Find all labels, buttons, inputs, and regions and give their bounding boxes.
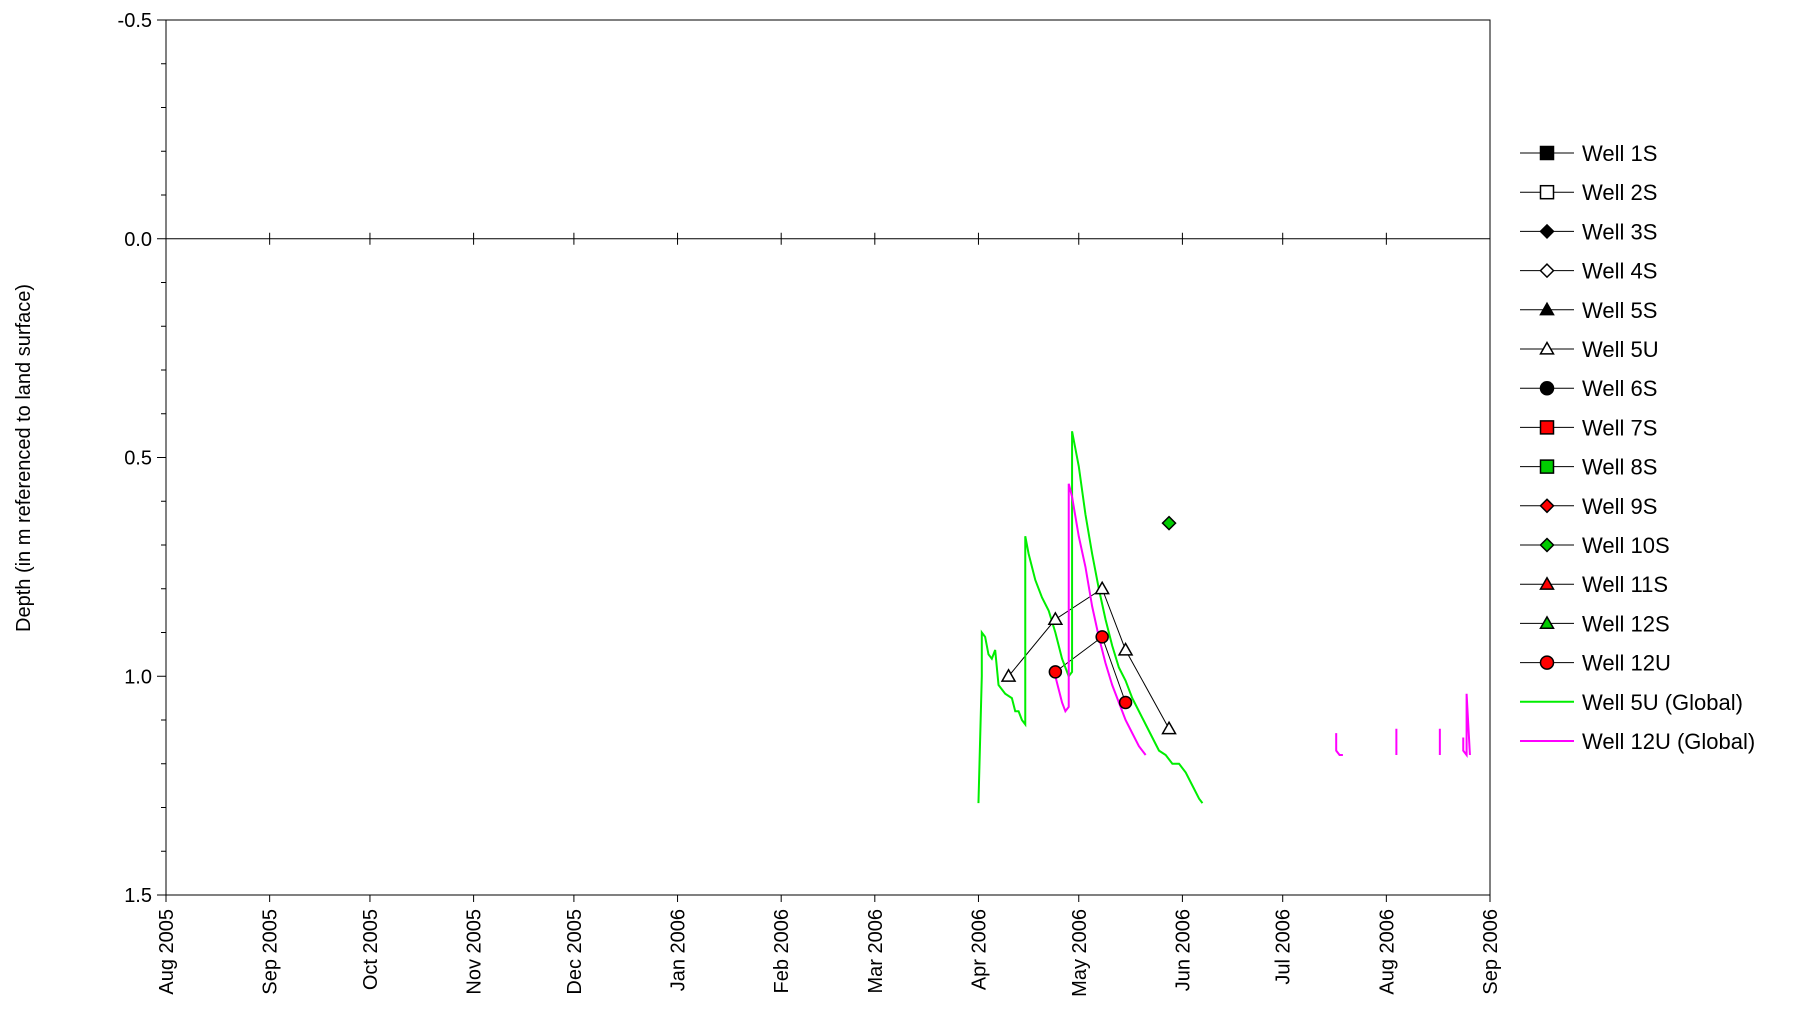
y-axis-ticks: -0.5 0.0 0.5 1.0 1.5 [118, 10, 166, 907]
data-point-well-10s [1161, 515, 1177, 531]
legend-label: Well 5S [1582, 298, 1657, 323]
legend-marker [1539, 184, 1555, 200]
series-line-well-12u-global-late [1335, 733, 1343, 756]
legend-marker [1539, 537, 1555, 553]
legend-label: Well 4S [1582, 259, 1657, 284]
data-point-well-12u [1095, 630, 1109, 644]
legend-item-well-5s: Well 5S [1520, 298, 1657, 323]
legend-marker [1539, 340, 1555, 355]
x-tick-label: Apr 2006 [968, 909, 990, 990]
series-markers [1000, 515, 1177, 735]
legend-marker [1539, 263, 1555, 279]
legend-marker [1539, 498, 1555, 514]
legend-marker [1539, 223, 1555, 239]
legend-item-well-11s: Well 11S [1520, 572, 1668, 597]
legend-marker [1539, 459, 1555, 474]
legend-item-well-12u-global: Well 12U (Global) [1520, 729, 1755, 754]
legend-label: Well 5U (Global) [1582, 690, 1743, 715]
y-tick-label: 0.0 [124, 229, 152, 251]
legend-item-well-6s: Well 6S [1520, 376, 1657, 401]
legend-item-well-9s: Well 9S [1520, 494, 1657, 519]
legend-item-well-5u: Well 5U [1520, 337, 1659, 362]
legend-marker [1539, 145, 1555, 161]
legend-item-well-5u-global: Well 5U (Global) [1520, 690, 1743, 715]
x-tick-label: Feb 2006 [771, 909, 793, 994]
y-tick-label: 1.5 [124, 885, 152, 907]
legend-label: Well 12U [1582, 651, 1671, 676]
y-tick-label: 1.0 [124, 666, 152, 688]
y-axis-label: Depth (in m referenced to land surface) [13, 284, 35, 632]
legend-label: Well 5U [1582, 337, 1659, 362]
legend-marker [1539, 380, 1555, 396]
x-tick-label: Jan 2006 [668, 909, 690, 991]
y-tick-label: -0.5 [118, 10, 152, 32]
x-tick-label: Oct 2005 [360, 909, 382, 990]
legend-item-well-10s: Well 10S [1520, 533, 1670, 558]
x-tick-label: Sep 2006 [1480, 909, 1502, 995]
legend-marker [1539, 420, 1555, 435]
legend-marker [1539, 655, 1555, 670]
plot-area [165, 19, 1491, 896]
x-tick-label: Jul 2006 [1273, 909, 1295, 985]
x-tick-label: Jun 2006 [1172, 909, 1194, 991]
series-line-well-12u-global [1054, 483, 1147, 756]
legend-marker [1539, 301, 1555, 316]
data-point-well-5u [1047, 611, 1064, 625]
legend-label: Well 10S [1582, 533, 1670, 558]
data-point-well-5u [1117, 641, 1134, 656]
legend-item-well-8s: Well 8S [1520, 455, 1657, 480]
legend-item-well-4s: Well 4S [1520, 259, 1657, 284]
x-tick-label: Mar 2006 [865, 909, 887, 994]
x-tick-label: Aug 2006 [1376, 909, 1398, 995]
legend-item-well-7s: Well 7S [1520, 415, 1657, 440]
legend: Well 1S Well 2S Well 3S Well 4S Well 5S Well … [1520, 141, 1755, 754]
x-axis-ticks: Aug 2005 Sep 2005 Oct 2005 Nov 2005 Dec 2005… [156, 232, 1502, 997]
legend-item-well-2s: Well 2S [1520, 180, 1657, 205]
legend-label: Well 1S [1582, 141, 1657, 166]
legend-item-well-1s: Well 1S [1520, 141, 1657, 166]
legend-label: Well 9S [1582, 494, 1657, 519]
x-tick-label: Aug 2005 [156, 909, 178, 995]
legend-marker [1539, 615, 1555, 630]
legend-item-well-12s: Well 12S [1520, 611, 1670, 636]
legend-label: Well 6S [1582, 376, 1657, 401]
data-point-well-12u [1048, 665, 1063, 679]
legend-item-well-3s: Well 3S [1520, 219, 1657, 244]
legend-label: Well 12S [1582, 611, 1670, 636]
x-tick-label: Nov 2005 [464, 909, 486, 995]
data-point-well-5u [1161, 720, 1177, 735]
legend-label: Well 11S [1582, 572, 1668, 597]
x-tick-label: Sep 2005 [260, 909, 282, 995]
legend-label: Well 7S [1582, 415, 1657, 440]
data-point-well-12u [1118, 695, 1133, 710]
data-point-well-5u [1094, 580, 1110, 595]
x-tick-label: May 2006 [1069, 909, 1091, 997]
x-tick-label: Dec 2005 [564, 909, 586, 995]
legend-item-well-12u: Well 12U [1520, 651, 1671, 676]
legend-label: Well 12U (Global) [1582, 729, 1755, 754]
legend-label: Well 8S [1582, 455, 1657, 480]
data-point-well-5u [1000, 668, 1017, 682]
series-line-well-12u-global-late [1462, 693, 1471, 758]
legend-label: Well 2S [1582, 180, 1657, 205]
y-tick-label: 0.5 [124, 448, 152, 470]
legend-label: Well 3S [1582, 219, 1657, 244]
legend-marker [1539, 576, 1555, 590]
